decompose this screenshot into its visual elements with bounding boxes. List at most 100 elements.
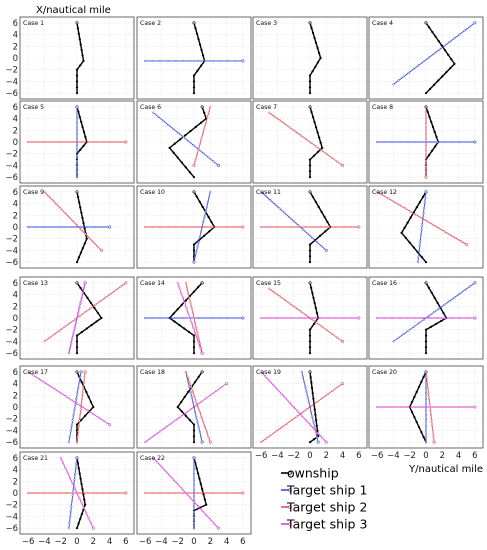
track-point [190,395,193,399]
track-markers-t1 [416,190,428,264]
track-point [282,225,285,229]
track-point [313,425,316,429]
panel-frame [19,365,135,449]
track-point [192,74,196,77]
track-point [192,472,196,476]
track-point [314,413,317,416]
track-point [75,224,79,227]
panel-frame [19,16,135,100]
x-tick-label: −4 [38,537,51,547]
track-point [181,59,184,63]
track-markers-own [308,370,320,444]
track-point [177,131,180,135]
y-tick-label: 4 [13,291,18,301]
track-point [415,390,418,394]
y-tick-label: 2 [13,477,18,487]
track-point [425,376,428,379]
track-point [75,370,79,374]
track-point [43,340,46,343]
track-point [458,140,461,144]
track-point [406,316,409,320]
track-point [422,212,425,215]
track-markers-t2 [27,491,128,495]
track-point [187,291,190,294]
track-point [424,149,428,152]
track-point [189,301,192,305]
track-point [59,391,62,395]
track-point [421,140,424,144]
legend-entry: Target ship 1 [281,483,367,498]
track-point [176,405,179,409]
track-point [188,496,192,499]
case-label: Case 2 [140,20,161,27]
track-point [192,249,196,252]
track-point [75,149,79,152]
track-point [199,230,203,234]
y-axis-title: X/nautical mile [36,5,111,16]
track-point [124,491,128,495]
track-point [174,419,177,422]
track-point [435,322,438,326]
track-point [108,423,112,427]
x-tick-label: 2 [440,451,445,461]
track-point [310,286,313,290]
track-point [164,469,167,473]
track-point [192,462,196,465]
track-point [27,491,30,495]
track-point [428,397,431,400]
track-point [418,200,422,204]
case-label: Case 14 [140,280,165,287]
track-point [72,331,75,335]
track-point [341,382,345,386]
panel-frame [19,451,135,535]
track-point [202,220,205,224]
track-point [81,54,84,57]
track-markers-t1 [67,456,79,530]
track-point [321,397,324,400]
track-point [335,225,338,229]
track-point [75,127,79,130]
track-point [189,390,192,394]
track-point [193,395,196,399]
track-point [196,225,199,229]
track-point [308,21,312,25]
track-point [376,140,379,144]
track-point [75,143,79,146]
track-point [192,500,196,503]
x-tick-label: 0 [423,451,428,461]
track-point [72,491,75,495]
track-markers-own [424,21,456,95]
track-markers-t3 [260,370,328,444]
track-point [424,334,428,337]
x-tick-label: 0 [191,537,196,547]
track-point [424,392,428,395]
track-point [424,121,428,125]
track-point [77,522,80,525]
x-tick-label: 4 [224,537,229,547]
track-point [43,190,46,193]
y-tick-label: 4 [13,115,18,125]
track-point [429,408,432,411]
track-point [212,160,215,163]
track-point [202,152,205,155]
track-point [313,121,316,124]
track-point [404,207,407,210]
track-point [310,110,313,114]
track-point [417,64,420,67]
track-point [429,414,433,417]
track-markers-own [75,21,85,95]
track-point [41,225,45,229]
track-point [410,400,414,404]
track-point [420,228,423,231]
track-point [144,59,147,63]
track-point [234,225,237,229]
track-point [195,400,198,404]
track-point [453,296,456,299]
track-markers-own [75,281,103,355]
track-point [296,410,299,413]
track-point [415,420,418,424]
track-point [86,225,89,229]
track-point [440,44,443,47]
y-tick-label: 2 [13,302,18,312]
track-point [64,140,67,144]
